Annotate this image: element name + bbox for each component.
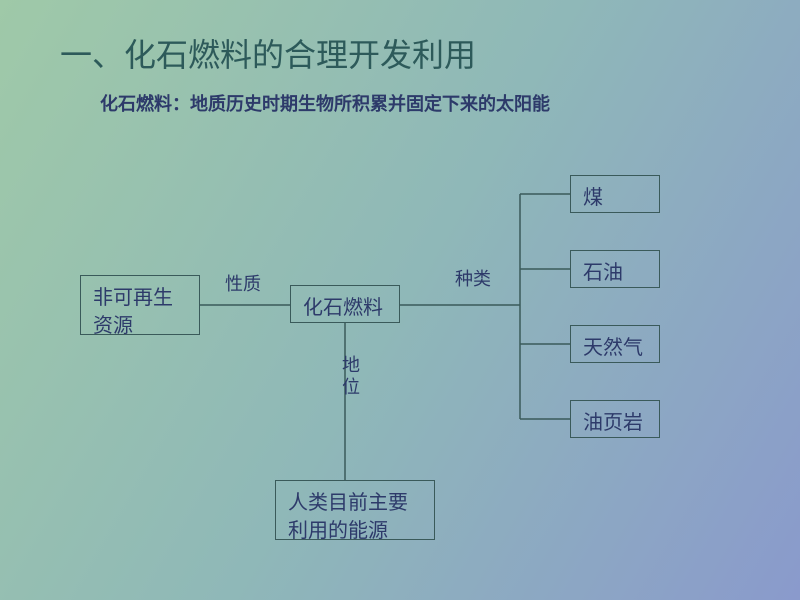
node-oil: 石油 — [570, 250, 660, 288]
edge-label-type: 种类 — [455, 265, 491, 291]
node-gas: 天然气 — [570, 325, 660, 363]
node-nonrenewable: 非可再生资源 — [80, 275, 200, 335]
node-center: 化石燃料 — [290, 285, 400, 323]
node-shale: 油页岩 — [570, 400, 660, 438]
node-coal: 煤 — [570, 175, 660, 213]
edge-label-status: 地位 — [337, 355, 363, 399]
node-main-energy: 人类目前主要利用的能源 — [275, 480, 435, 540]
edge-label-property: 性质 — [225, 270, 261, 296]
page-subtitle: 化石燃料：地质历史时期生物所积累并固定下来的太阳能 — [100, 90, 550, 116]
page-title: 一、化石燃料的合理开发利用 — [60, 30, 476, 76]
